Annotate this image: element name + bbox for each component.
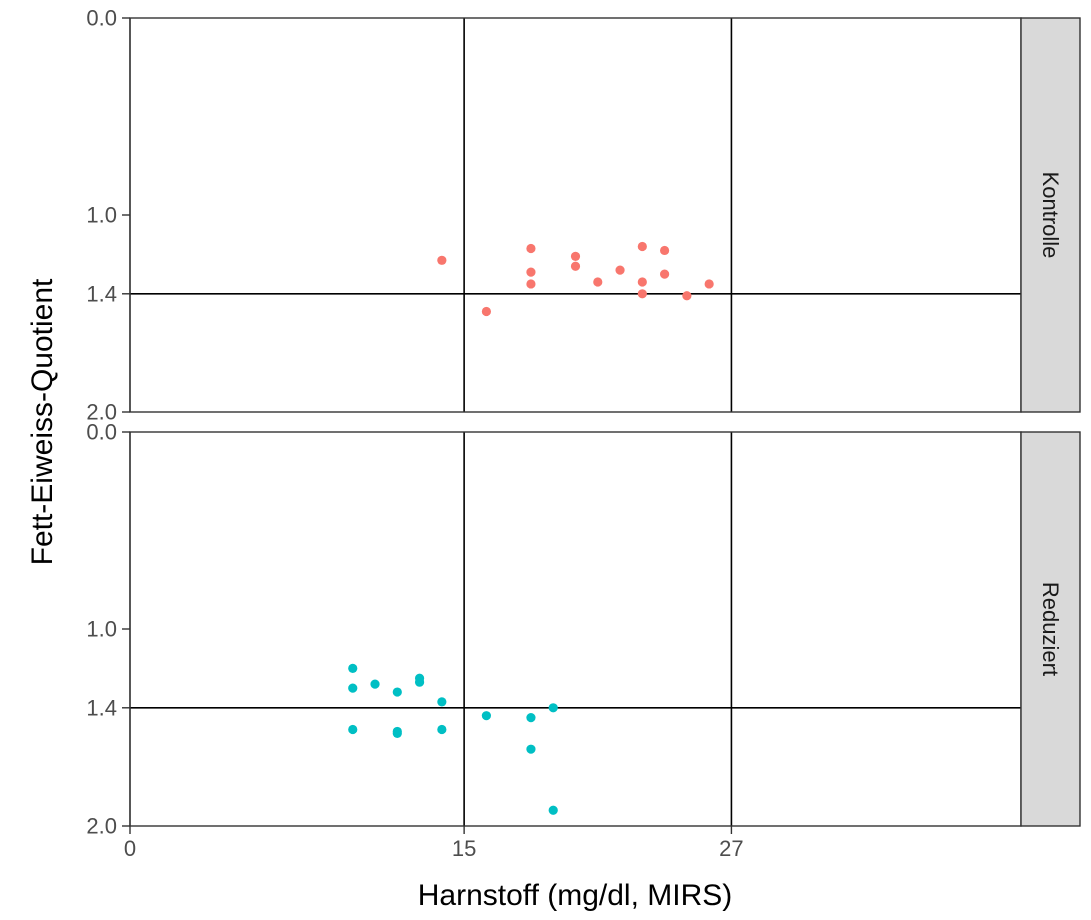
data-point: [637, 289, 647, 299]
data-point: [481, 306, 491, 317]
data-point: [437, 724, 447, 735]
data-point: [526, 279, 536, 289]
data-point: [348, 683, 358, 693]
data-point: [414, 677, 425, 687]
y-tick-label: 2.0: [86, 400, 117, 425]
y-tick-label: 1.4: [86, 281, 117, 306]
data-point: [682, 291, 692, 301]
data-point: [348, 724, 358, 735]
x-tick-label: 15: [452, 836, 476, 861]
data-point: [437, 255, 447, 265]
facet-panels: Kontrolle 0.0 1.0 1.4 2.0 Reduziert 0.0 1.0 1.4 2…: [86, 6, 1081, 839]
data-point: [370, 679, 380, 689]
data-point: [615, 265, 625, 275]
y-tick-label: 2.0: [86, 814, 117, 839]
data-point: [392, 728, 402, 739]
x-tick-label: 27: [719, 836, 743, 861]
facet-strip: [1020, 17, 1081, 413]
data-point: [570, 261, 581, 271]
data-point: [660, 269, 670, 279]
facet-strip-label: Reduziert: [1038, 582, 1063, 676]
x-axis-title: Harnstoff (mg/dl, MIRS): [418, 879, 733, 912]
data-point: [526, 267, 536, 277]
data-point: [348, 663, 358, 674]
y-tick-label: 0.0: [86, 6, 117, 31]
panel-background: [130, 432, 1021, 826]
y-tick-label: 1.4: [86, 695, 117, 720]
data-point: [637, 277, 647, 287]
panel-background: [130, 18, 1021, 412]
data-point: [526, 243, 536, 254]
y-tick-label: 1.0: [86, 617, 117, 642]
data-point: [593, 277, 603, 287]
y-tick-label: 1.0: [86, 203, 117, 228]
data-point: [637, 241, 647, 252]
data-point: [526, 744, 536, 754]
data-point: [704, 279, 714, 289]
data-point: [548, 703, 558, 713]
data-point: [548, 805, 558, 815]
data-point: [570, 251, 581, 261]
data-point: [660, 245, 670, 256]
facet-strip-label: Kontrolle: [1038, 172, 1063, 259]
data-point: [526, 713, 536, 723]
facet-panel-reduziert: Reduziert 0.0 1.0 1.4 2.0: [86, 420, 1081, 839]
data-point: [437, 697, 447, 707]
data-point: [392, 687, 402, 697]
x-tick-label: 0: [124, 836, 136, 861]
y-axis-title: Fett-Eiweiss-Quotient: [26, 278, 59, 565]
facet-panel-kontrolle: Kontrolle 0.0 1.0 1.4 2.0: [86, 6, 1081, 425]
data-point: [481, 711, 491, 721]
facet-strip: [1020, 431, 1081, 827]
x-axis: 0 15 27: [124, 826, 744, 861]
y-tick-label: 0.0: [86, 420, 117, 445]
